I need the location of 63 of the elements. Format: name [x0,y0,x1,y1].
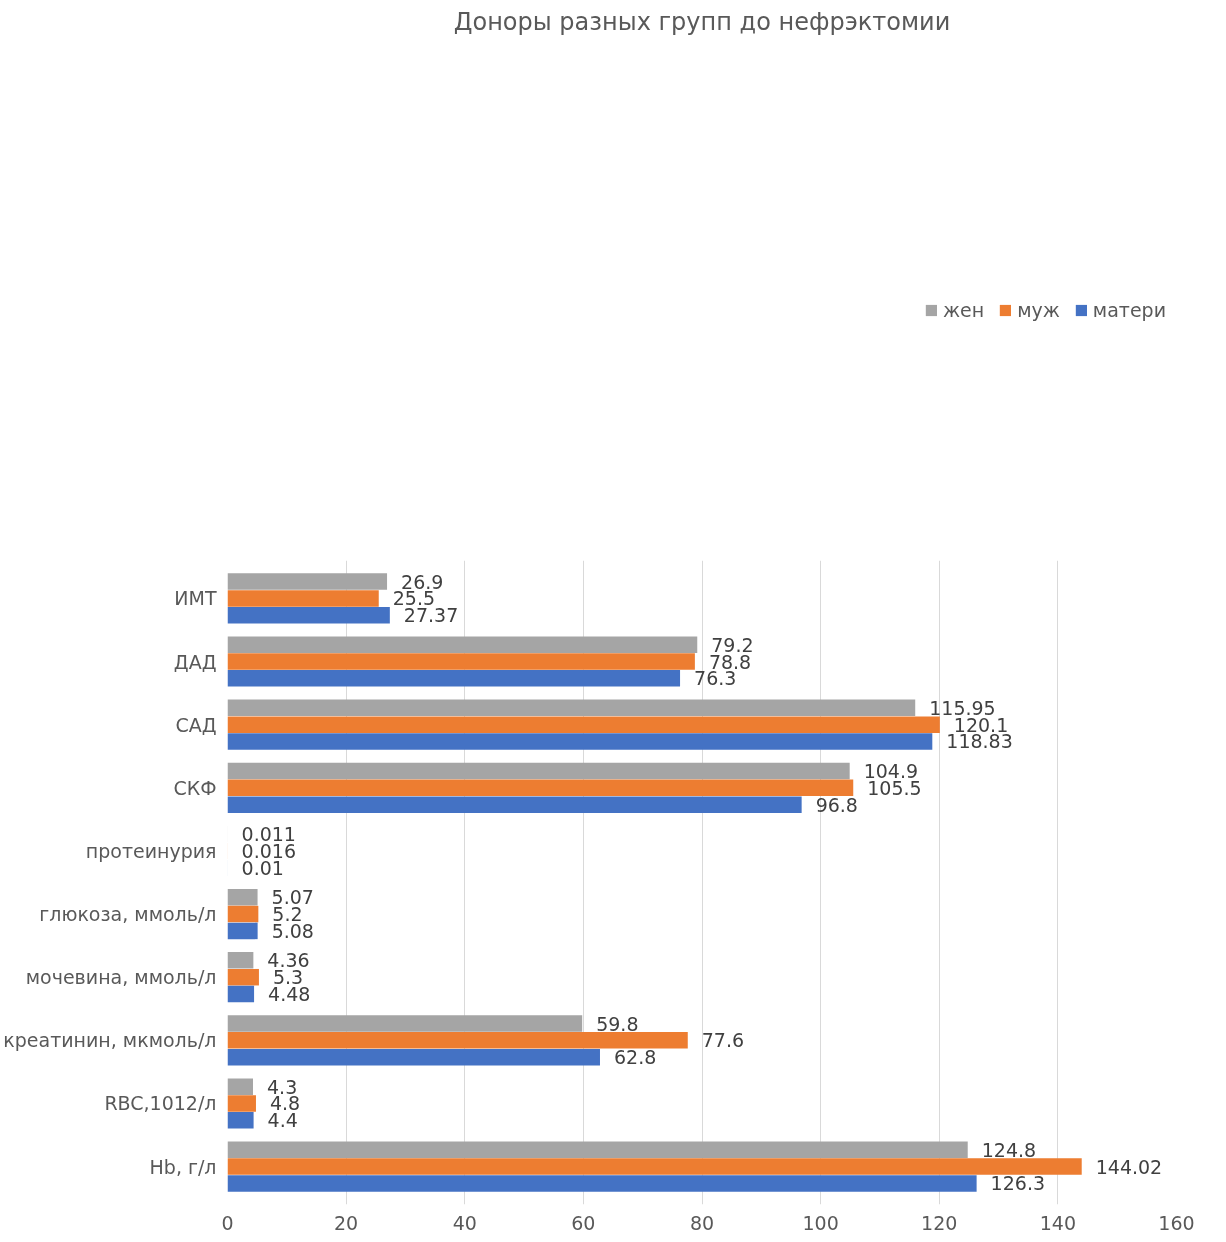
bar [227,699,916,717]
x-tick-label: 160 [1158,1211,1195,1234]
bar [227,905,259,923]
x-tick-label: 80 [689,1211,715,1234]
data-label: 115.95 [929,696,996,719]
bar [227,779,854,797]
bar [227,1095,256,1112]
y-tick-label: ДАД [173,650,217,673]
bar [227,636,698,653]
y-tick-label: Hb, г/л [149,1155,217,1178]
bar [227,733,933,750]
bar [227,1112,254,1129]
y-tick-label: креатинин, мкмоль/л [3,1029,217,1052]
y-tick-label: RBC,1012/л [104,1092,217,1115]
bar [227,573,388,590]
bar [227,1175,977,1192]
legend-label: муж [1017,299,1060,321]
x-tick-label: 140 [1039,1211,1077,1234]
data-label: 144.02 [1095,1155,1163,1178]
legend-label: матери [1092,299,1166,321]
bar [227,1078,253,1095]
bar [227,1048,600,1066]
data-label: 4.4 [267,1109,298,1132]
bar [227,670,681,687]
bar [227,985,255,1003]
x-tick-label: 60 [571,1211,596,1234]
y-tick-label: ИМТ [174,587,217,610]
data-label: 104.9 [863,759,919,782]
bar [227,1032,688,1049]
bar [227,952,254,969]
bar [227,653,695,670]
chart-title: Доноры разных групп до нефрэктомии [453,7,951,36]
data-label: 4.48 [268,983,311,1006]
data-label: 59.8 [596,1012,639,1035]
x-tick-label: 20 [334,1211,359,1234]
bar [227,716,940,733]
data-label: 79.2 [711,633,754,656]
bar [227,968,259,986]
bar [227,1158,1082,1175]
bar [227,922,258,940]
x-tick-label: 0 [221,1211,234,1234]
bar [227,1141,968,1159]
y-tick-label: мочевина, ммоль/л [25,966,217,989]
y-tick-label: глюкоза, ммоль/л [39,903,217,926]
data-label: 27.37 [403,604,459,627]
legend-label: жен [942,299,985,321]
data-label: 126.3 [990,1172,1046,1195]
bar [227,606,390,624]
data-label: 77.6 [701,1029,745,1052]
data-label: 62.8 [613,1046,657,1069]
y-tick-label: САД [175,713,217,736]
data-label: 124.8 [981,1138,1037,1161]
x-tick-label: 40 [452,1211,477,1234]
bar [227,796,802,813]
data-label: 96.8 [815,793,858,816]
bar [227,888,258,906]
x-tick-label: 100 [802,1211,839,1234]
bar [227,590,379,607]
y-tick-label: СКФ [173,776,217,799]
y-tick-label: протеинурия [85,839,217,862]
bar [227,1015,583,1032]
x-tick-label: 120 [921,1211,958,1234]
bar [227,762,850,780]
